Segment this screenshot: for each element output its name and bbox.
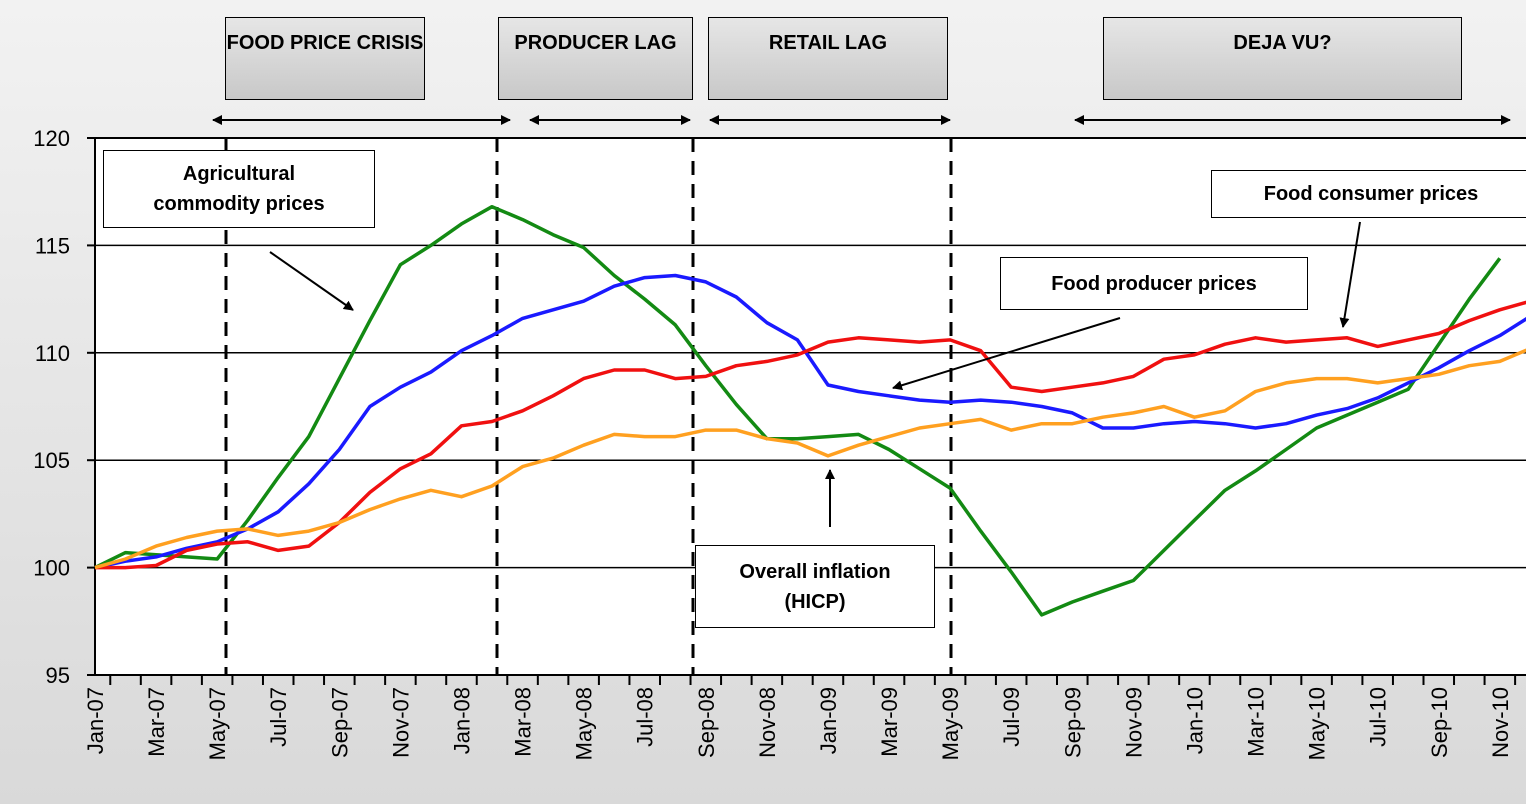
period-dividers [224,138,953,675]
x-tick-label: Sep-10 [1427,687,1452,758]
period-label: DEJA VU? [1103,17,1462,100]
y-tick-label: 110 [35,341,70,366]
callout-arrow [269,251,354,311]
series-line [95,300,1526,570]
x-tick-label: May-07 [205,687,230,760]
x-tick-label: Mar-07 [144,687,169,757]
x-tick-label: May-08 [572,687,597,760]
x-tick-label: Jul-07 [266,687,291,747]
series-lines [94,204,1526,617]
x-tick-label: Jul-10 [1366,687,1391,747]
x-tick-label: Jan-07 [83,687,108,754]
x-tick-label: Jul-09 [999,687,1024,747]
x-tick-label: Sep-07 [327,687,352,758]
x-tick-label: Mar-10 [1244,687,1269,757]
x-tick-label: Nov-08 [755,687,780,758]
period-label: RETAIL LAG [708,17,948,100]
x-tick-label: Mar-09 [877,687,902,757]
x-tick-label: Jan-09 [816,687,841,754]
x-tick-label: May-09 [938,687,963,760]
x-tick-label: Jul-08 [633,687,658,747]
series-label: Overall inflation (HICP) [695,545,935,628]
series-line [94,204,1502,617]
series-label: Food producer prices [1000,257,1308,310]
y-tick-label: 105 [33,448,70,473]
x-tick-label: Jan-10 [1182,687,1207,754]
x-tick-label: Nov-10 [1488,687,1513,758]
y-tick-label: 100 [33,556,70,581]
y-tick-label: 120 [33,126,70,151]
period-label: PRODUCER LAG [498,17,693,100]
callout-arrow [892,317,1121,391]
y-tick-label: 115 [35,233,70,258]
x-tick-label: Sep-09 [1060,687,1085,758]
series-line [94,348,1526,570]
grid [87,137,1526,676]
period-label: FOOD PRICE CRISIS [225,17,425,100]
series-line [94,273,1526,570]
x-tick-label: Jan-08 [449,687,474,754]
x-tick-label: May-10 [1305,687,1330,760]
series-label: Agricultural commodity prices [103,150,375,228]
callout-arrow [1339,221,1361,328]
arrows [212,115,1511,527]
x-tick-label: Nov-09 [1121,687,1146,758]
y-tick-label: 95 [46,663,70,688]
x-tick-label: Mar-08 [511,687,536,757]
series-label: Food consumer prices [1211,170,1526,218]
x-tick-label: Nov-07 [388,687,413,758]
x-tick-label: Sep-08 [694,687,719,758]
